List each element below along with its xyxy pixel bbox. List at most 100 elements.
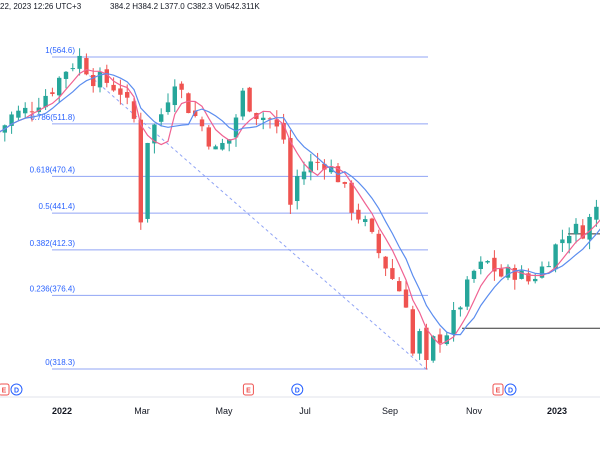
dividend-marker [291,383,304,396]
candle-body [29,111,35,113]
candle-body [233,117,239,138]
candle-body [444,335,449,345]
candle-body [431,336,436,361]
candle-body [417,331,422,354]
x-tick-label: May [215,406,233,416]
candle-body [295,176,300,202]
dividend-marker [504,383,517,396]
candle-body [36,107,41,113]
event-marker-label: D [14,388,19,395]
candle-body [159,114,164,122]
candle-body [485,261,490,263]
candle-body [390,268,395,279]
candles [0,48,599,370]
candle-body [437,334,443,343]
candle-body [274,119,279,127]
header-text: 384.2 H384.2 L377.0 C382.3 Vol542.311K [110,2,260,11]
fib-level-label: 0.618(470.4) [30,165,76,174]
candle-body [152,124,157,144]
candle-body [512,267,517,280]
x-tick-label: Nov [466,406,483,416]
x-axis: 2022 Mar May Jul Sep Nov 2023 [52,406,567,416]
candle-body [505,266,511,278]
moving-average-line [0,72,600,336]
candle-body [118,88,123,95]
candle-body [410,309,415,354]
candle-body [77,55,82,69]
candle-body [546,266,551,268]
candle-body [227,139,232,144]
candle-body [131,101,137,119]
candle-body [84,58,89,75]
candle-body [526,273,531,282]
x-tick-label: Mar [134,406,150,416]
candle-body [206,127,211,147]
candle-body [322,163,327,170]
candle-body [145,142,150,219]
candle-body [288,138,293,205]
candle-body [50,92,55,95]
candle-body [580,225,585,239]
x-tick-label: 2023 [547,406,567,416]
moving-average-line [0,68,600,346]
candle-body [240,90,245,117]
event-marker-label: E [2,388,7,395]
candle-body [220,142,225,150]
header-datetime: 22, 2023 12:26 UTC+3 [0,2,82,11]
candle-body [104,69,109,83]
candle-body [125,92,130,98]
candle-body [356,209,361,220]
candle-body [281,122,286,140]
candle-body [471,270,477,279]
candle-body [567,235,572,244]
candle-body [186,93,191,114]
candle-body [376,233,381,254]
candle-body [199,119,205,127]
x-tick-label: Sep [382,406,398,416]
candle-body [533,278,538,282]
candle-body [560,239,565,244]
event-marker-label: D [295,388,300,395]
earnings-marker [492,383,504,396]
candle-body [193,110,198,117]
candle-body [91,75,96,87]
fib-level-label: 0.5(441.4) [39,202,76,211]
fib-level-label: 0(318.3) [45,358,75,367]
candle-body [70,68,75,70]
event-marker-label: E [496,388,501,395]
candle-body [458,307,463,310]
candle-body [478,261,483,269]
horizontal-lines [462,233,600,329]
candle-body [9,114,14,126]
candle-body [397,281,402,292]
fib-level-label: 1(564.6) [45,46,75,55]
event-marker-label: E [246,388,251,395]
candle-body [172,86,177,106]
candle-body [267,118,273,120]
candle-body [261,117,266,120]
candle-body [424,327,429,360]
candle-body [16,110,21,118]
candle-body [111,84,116,91]
moving-averages [0,68,600,346]
earnings-marker [0,383,10,396]
candle-body [301,171,307,180]
candle-body [315,161,320,163]
candle-body [23,107,28,114]
candle-body [43,95,48,108]
candle-body [553,244,558,270]
candle-body [308,161,313,173]
candle-body [573,223,579,235]
candle-body [465,279,470,307]
candle-body [492,257,497,272]
candle-body [97,71,103,88]
candle-body [213,146,218,150]
earnings-marker [242,383,254,396]
candle-body [451,309,456,335]
x-tick-label: Jul [299,406,311,416]
candle-body [369,218,375,232]
candle-body [138,119,143,223]
fib-level-label: 0.382(412.3) [30,239,76,248]
